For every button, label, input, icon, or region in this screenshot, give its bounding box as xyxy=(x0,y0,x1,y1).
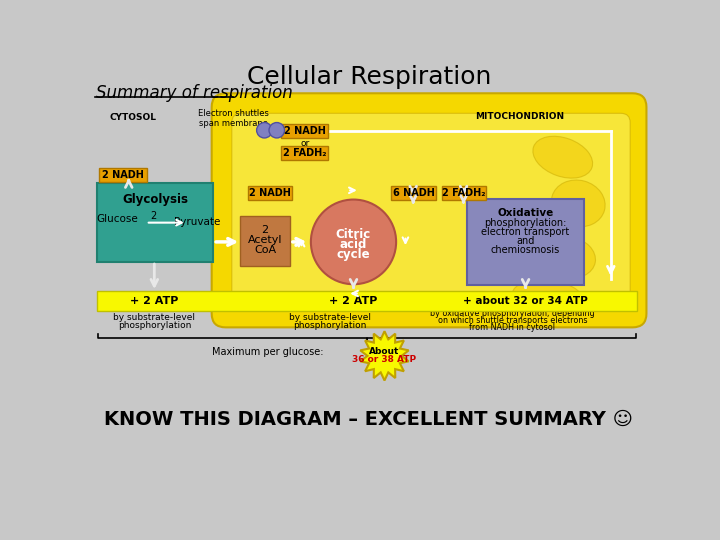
Text: Cellular Respiration: Cellular Respiration xyxy=(247,65,491,89)
FancyBboxPatch shape xyxy=(282,124,328,138)
FancyBboxPatch shape xyxy=(442,186,486,200)
Text: 2 FADH₂: 2 FADH₂ xyxy=(442,187,486,198)
Text: Acetyl: Acetyl xyxy=(248,235,282,245)
Ellipse shape xyxy=(552,180,605,227)
Ellipse shape xyxy=(533,136,593,178)
Text: 36 or 38 ATP: 36 or 38 ATP xyxy=(352,355,417,364)
Circle shape xyxy=(256,123,272,138)
Ellipse shape xyxy=(513,280,582,312)
Text: electron transport: electron transport xyxy=(482,227,570,237)
Text: by oxidative phosphorylation, depending: by oxidative phosphorylation, depending xyxy=(430,309,595,318)
FancyBboxPatch shape xyxy=(248,186,292,200)
Text: + 2 ATP: + 2 ATP xyxy=(130,296,179,306)
Ellipse shape xyxy=(538,236,595,279)
FancyBboxPatch shape xyxy=(97,184,213,262)
Text: About: About xyxy=(369,347,400,356)
Text: 2 NADH: 2 NADH xyxy=(249,187,291,198)
Text: Pyruvate: Pyruvate xyxy=(174,217,220,227)
Circle shape xyxy=(269,123,284,138)
Text: phosphorylation: phosphorylation xyxy=(294,321,367,329)
FancyBboxPatch shape xyxy=(467,199,584,285)
Text: Electron shuttles
span membrane: Electron shuttles span membrane xyxy=(198,109,269,129)
Text: by substrate-level: by substrate-level xyxy=(113,313,195,322)
Text: phosphorylation:: phosphorylation: xyxy=(485,218,567,228)
FancyBboxPatch shape xyxy=(212,93,647,327)
Text: chemiosmosis: chemiosmosis xyxy=(491,245,560,255)
Text: 2 FADH₂: 2 FADH₂ xyxy=(283,148,326,158)
Text: 2 NADH: 2 NADH xyxy=(102,170,143,180)
Text: and: and xyxy=(516,236,535,246)
Text: 2: 2 xyxy=(261,225,269,235)
Text: Glycolysis: Glycolysis xyxy=(122,193,188,206)
Text: acid: acid xyxy=(340,239,367,252)
FancyBboxPatch shape xyxy=(282,146,328,160)
Text: Maximum per glucose:: Maximum per glucose: xyxy=(212,347,324,357)
Text: + about 32 or 34 ATP: + about 32 or 34 ATP xyxy=(463,296,588,306)
Text: KNOW THIS DIAGRAM – EXCELLENT SUMMARY ☺: KNOW THIS DIAGRAM – EXCELLENT SUMMARY ☺ xyxy=(104,409,634,429)
Text: cycle: cycle xyxy=(337,248,370,261)
Text: CoA: CoA xyxy=(254,245,276,255)
Text: by substrate-level: by substrate-level xyxy=(289,313,372,322)
Text: Summary of respiration: Summary of respiration xyxy=(96,84,293,102)
Text: from NADH in cytosol: from NADH in cytosol xyxy=(469,323,555,332)
Ellipse shape xyxy=(311,200,396,284)
FancyBboxPatch shape xyxy=(232,113,630,309)
FancyBboxPatch shape xyxy=(240,217,290,266)
Text: Citric: Citric xyxy=(336,228,371,241)
Text: MITOCHONDRION: MITOCHONDRION xyxy=(476,112,564,121)
Text: Glucose: Glucose xyxy=(96,214,138,224)
Polygon shape xyxy=(360,331,409,381)
Text: 6 NADH: 6 NADH xyxy=(392,187,434,198)
Text: 2: 2 xyxy=(150,212,157,221)
Text: Oxidative: Oxidative xyxy=(498,208,554,218)
Text: phosphorylation: phosphorylation xyxy=(117,321,191,329)
Text: or: or xyxy=(300,139,310,148)
Text: on which shuttle transports electrons: on which shuttle transports electrons xyxy=(438,316,587,325)
Text: + 2 ATP: + 2 ATP xyxy=(329,296,378,306)
FancyBboxPatch shape xyxy=(97,291,637,311)
FancyBboxPatch shape xyxy=(392,186,436,200)
Text: CYTOSOL: CYTOSOL xyxy=(109,113,156,122)
FancyBboxPatch shape xyxy=(99,168,147,182)
Text: 2 NADH: 2 NADH xyxy=(284,126,325,136)
